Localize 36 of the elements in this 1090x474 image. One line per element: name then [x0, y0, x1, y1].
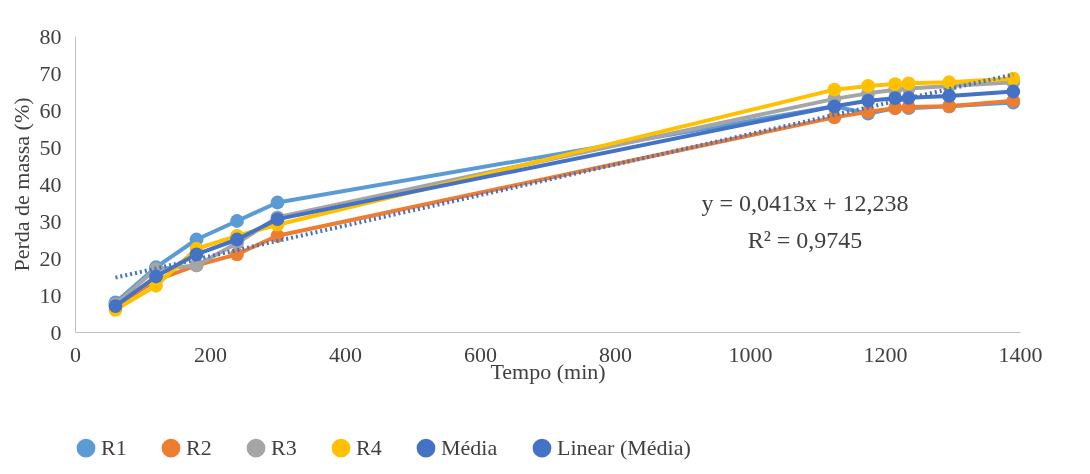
point	[861, 79, 876, 93]
point	[1006, 71, 1021, 86]
y-axis-title: Perda de massa (%)	[8, 97, 34, 272]
annotation: R² = 0,9745	[747, 227, 863, 253]
x-tick-label: 1000	[728, 341, 773, 367]
x-tick-label: 400	[329, 341, 362, 367]
point	[888, 77, 903, 91]
y-tick-label: 60	[39, 97, 62, 123]
x-tick-label: 0	[70, 341, 81, 367]
point	[861, 93, 876, 108]
point	[149, 269, 163, 284]
y-tick-label: 20	[39, 245, 62, 271]
x-tick-label: 1200	[863, 341, 908, 367]
y-tick-label: 40	[39, 171, 62, 197]
point	[901, 76, 916, 91]
annotation: y = 0,0413x + 12,238	[701, 190, 909, 216]
x-tick-label: 200	[194, 341, 227, 367]
y-tick-label: 10	[39, 282, 62, 308]
point	[827, 82, 842, 97]
y-tick-label: 50	[39, 134, 62, 160]
y-tick-label: 0	[50, 319, 62, 345]
legend-label: R3	[271, 435, 297, 461]
point	[942, 89, 957, 103]
legend-label: R2	[186, 435, 212, 461]
legend-label: Linear (Média)	[557, 435, 691, 461]
point	[1006, 84, 1021, 99]
y-tick-label: 70	[39, 60, 62, 86]
legend-label: Média	[441, 435, 498, 461]
point	[230, 232, 244, 247]
x-tick-label: 1400	[998, 341, 1043, 367]
legend-label: R4	[356, 435, 382, 461]
legend-label: R1	[101, 435, 127, 461]
y-tick-label: 30	[39, 208, 62, 234]
point	[230, 214, 244, 228]
point	[270, 195, 285, 210]
y-tick-label: 80	[39, 23, 62, 49]
